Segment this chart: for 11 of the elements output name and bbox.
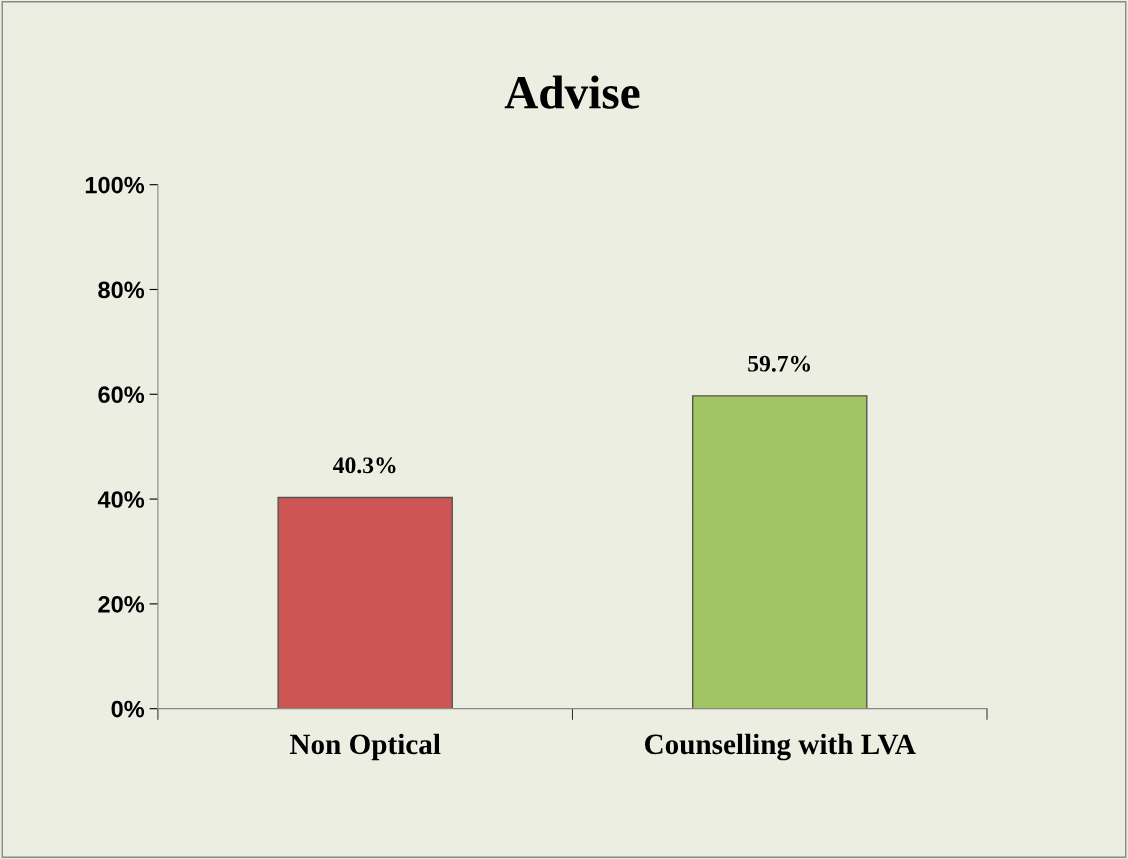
y-tick-label: 80% <box>98 281 145 299</box>
y-tick-label: 60% <box>98 386 145 404</box>
y-tick-label: 0% <box>111 700 145 718</box>
y-tick-label: 100% <box>85 176 145 194</box>
data-label: 40.3% <box>333 457 396 474</box>
y-tick-label: 20% <box>98 595 145 613</box>
data-label: 59.7% <box>748 355 810 372</box>
x-tick-label: Counselling with LVA <box>644 733 916 761</box>
chart-title: Advise <box>504 75 640 109</box>
y-tick-label: 40% <box>97 491 145 508</box>
x-tick-label: Non Optical <box>289 733 441 761</box>
